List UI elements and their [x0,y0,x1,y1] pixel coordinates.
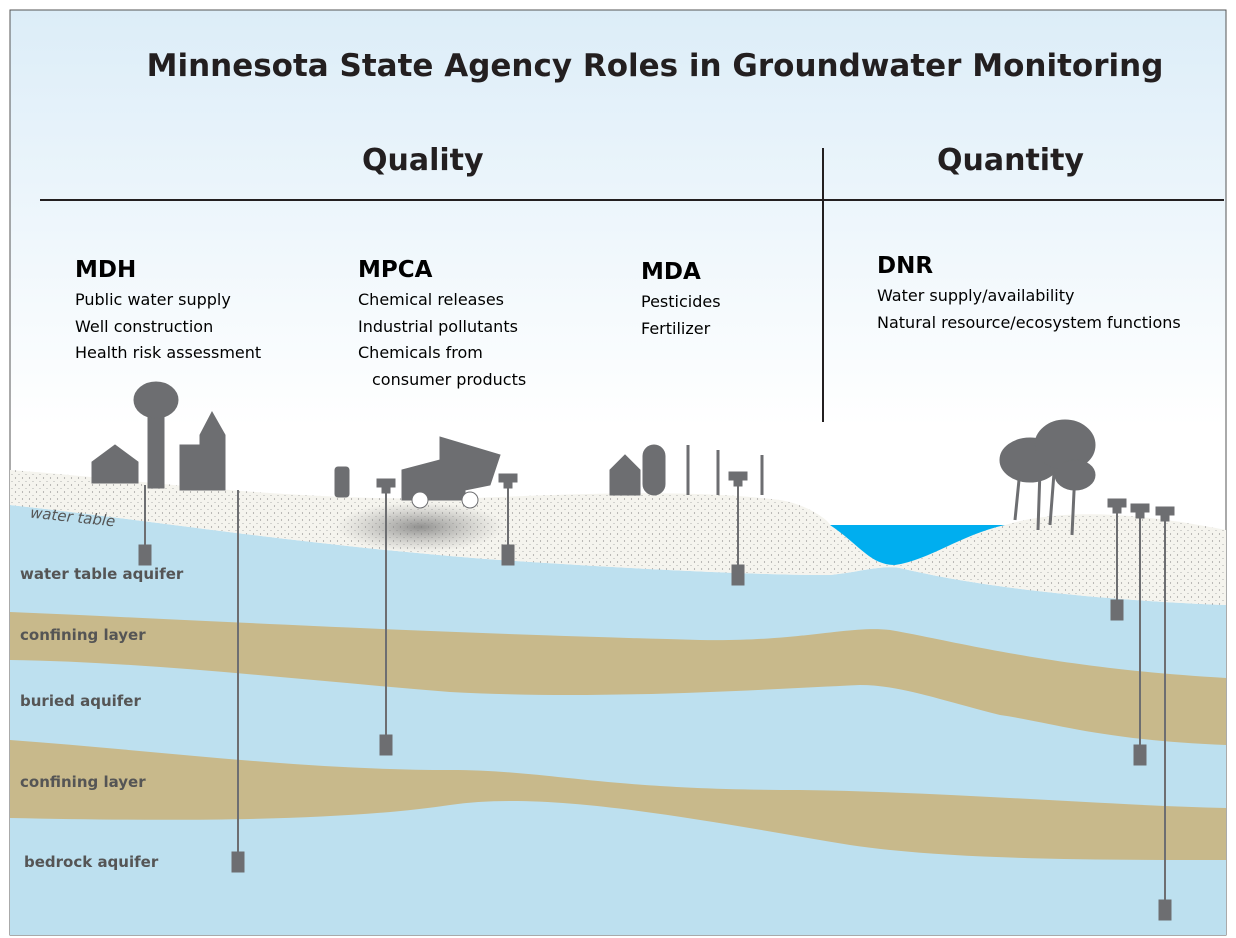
page: Minnesota State Agency Roles in Groundwa… [0,0,1236,938]
role: Industrial pollutants [358,314,543,341]
role: Chemicals from consumer products [358,340,543,393]
layer-label: bedrock aquifer [24,853,158,871]
well-screen [232,852,244,872]
role: Public water supply [75,287,275,314]
role: Water supply/availability [877,283,1207,310]
role: Natural resource/ecosystem functions [877,310,1207,337]
layer-label: water table aquifer [20,565,183,583]
layer-label: confining layer [20,773,146,791]
role: Health risk assessment [75,340,275,367]
role: Fertilizer [641,316,791,343]
well-screen [380,735,392,755]
role: Well construction [75,314,275,341]
role: Chemical releases [358,287,543,314]
well-screen [502,545,514,565]
section-heading: Quality [362,143,484,178]
well-screen [1134,745,1146,765]
well-screen [1111,600,1123,620]
agency-name: MPCA [358,257,543,283]
well-screen [732,565,744,585]
agency-name: DNR [877,253,1207,279]
layer-label: confining layer [20,626,146,644]
well-screen [139,545,151,565]
title: Minnesota State Agency Roles in Groundwa… [0,48,1236,84]
scene [0,0,1236,938]
well-screen [1159,900,1171,920]
contamination [335,502,505,552]
agency-name: MDH [75,257,275,283]
agency-name: MDA [641,259,791,285]
section-heading: Quantity [937,143,1084,178]
layer-label: buried aquifer [20,692,141,710]
role: Pesticides [641,289,791,316]
